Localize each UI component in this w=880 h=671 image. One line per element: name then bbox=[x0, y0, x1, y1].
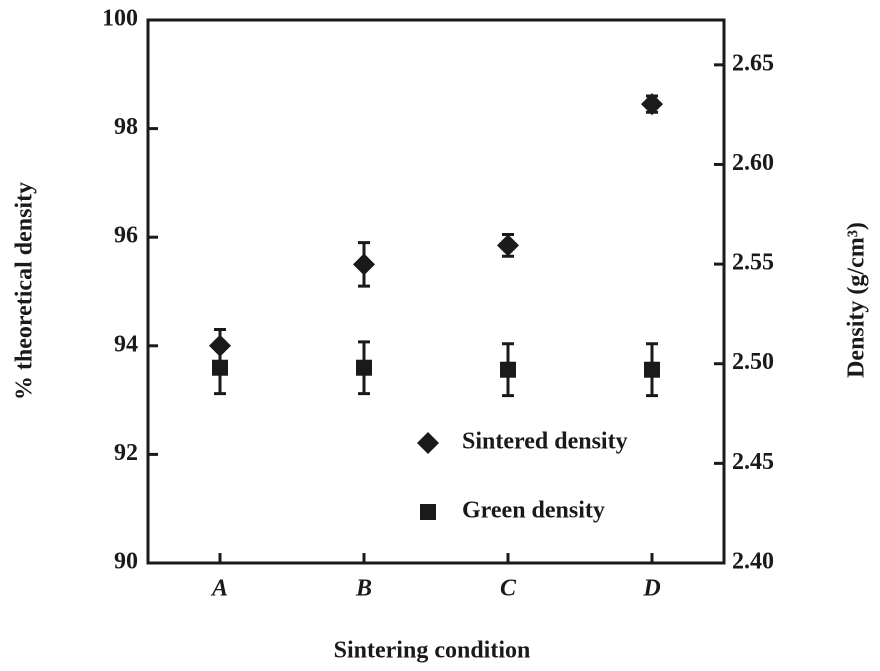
x-tick-label: C bbox=[500, 576, 517, 602]
y2-tick-label: 2.65 bbox=[732, 50, 774, 76]
legend-marker bbox=[420, 504, 436, 520]
legend-label: Sintered density bbox=[462, 429, 628, 455]
data-point bbox=[641, 93, 663, 116]
data-point bbox=[356, 359, 372, 376]
y-tick-label: 100 bbox=[102, 6, 138, 32]
legend-marker bbox=[417, 432, 439, 454]
y-tick-label: 98 bbox=[114, 114, 138, 140]
y2-tick-label: 2.40 bbox=[732, 549, 774, 575]
legend-label: Green density bbox=[462, 498, 605, 524]
y2-tick-label: 2.60 bbox=[732, 150, 774, 176]
y-axis-label: % theoretical density bbox=[12, 182, 38, 400]
data-point bbox=[353, 253, 375, 276]
data-point bbox=[497, 234, 519, 257]
y2-axis-label: Density (g/cm³) bbox=[844, 222, 870, 378]
y-tick-label: 92 bbox=[114, 440, 138, 466]
y2-tick-label: 2.45 bbox=[732, 449, 774, 475]
y-tick-label: 90 bbox=[114, 549, 138, 575]
x-tick-label: B bbox=[355, 576, 372, 602]
data-point bbox=[644, 361, 660, 378]
data-point bbox=[212, 359, 228, 376]
x-tick-label: D bbox=[642, 576, 660, 602]
plot-frame bbox=[146, 18, 726, 565]
y2-tick-label: 2.55 bbox=[732, 250, 774, 276]
x-tick-label: A bbox=[210, 576, 228, 602]
data-point bbox=[500, 361, 516, 378]
y-tick-label: 96 bbox=[114, 223, 138, 249]
y2-tick-label: 2.50 bbox=[732, 349, 774, 375]
x-axis-label: Sintering condition bbox=[334, 638, 531, 664]
y-tick-label: 94 bbox=[114, 331, 138, 357]
